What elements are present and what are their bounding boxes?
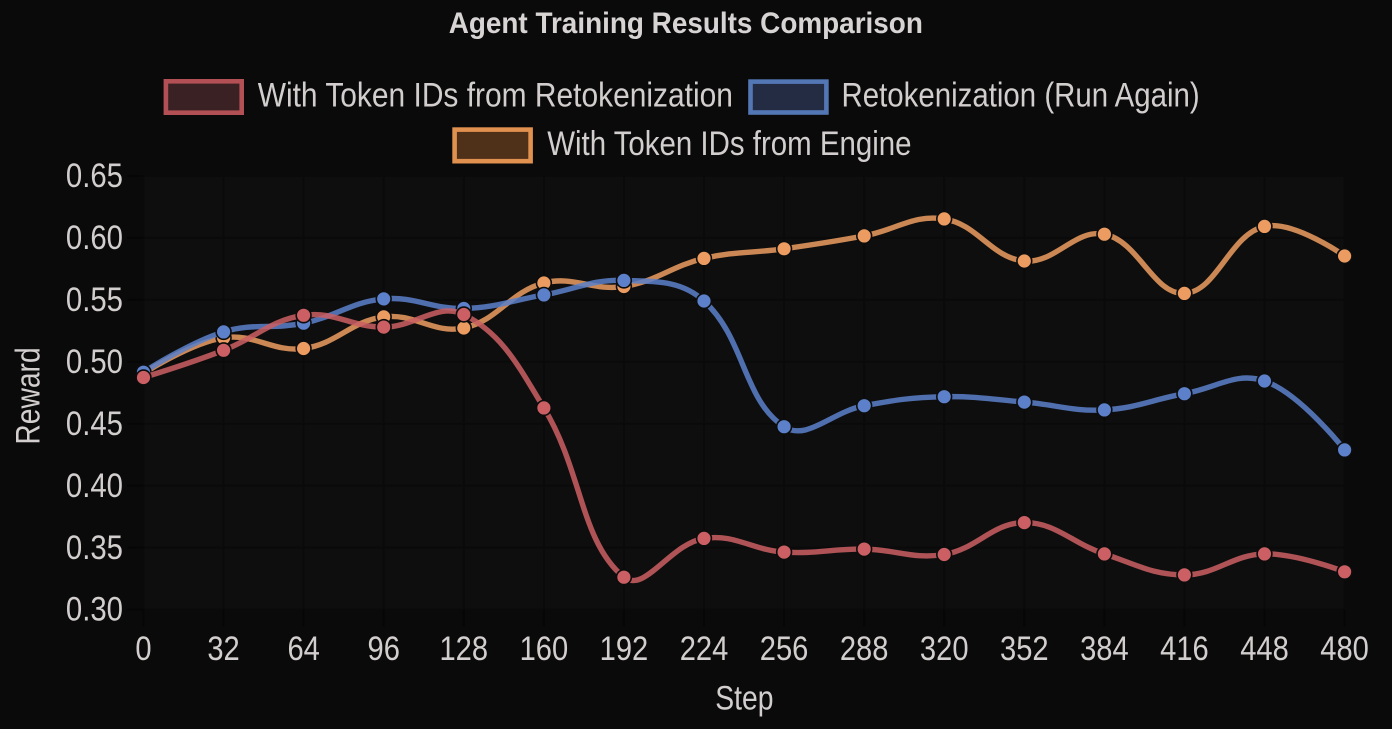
svg-text:0.55: 0.55 xyxy=(66,281,123,319)
svg-text:352: 352 xyxy=(1000,630,1049,668)
svg-text:With Token IDs from Engine: With Token IDs from Engine xyxy=(547,125,911,163)
svg-text:64: 64 xyxy=(287,630,319,668)
svg-text:160: 160 xyxy=(520,630,569,668)
svg-text:416: 416 xyxy=(1160,630,1209,668)
svg-text:192: 192 xyxy=(600,630,649,668)
svg-text:224: 224 xyxy=(680,630,729,668)
svg-text:96: 96 xyxy=(368,630,400,668)
svg-text:0.65: 0.65 xyxy=(66,157,123,195)
svg-text:Step: Step xyxy=(715,680,773,718)
svg-text:0.50: 0.50 xyxy=(66,343,123,381)
svg-text:0.30: 0.30 xyxy=(66,591,123,629)
svg-text:Reward: Reward xyxy=(10,347,48,444)
svg-text:480: 480 xyxy=(1320,630,1369,668)
svg-text:0: 0 xyxy=(135,630,151,668)
svg-text:288: 288 xyxy=(840,630,889,668)
svg-text:256: 256 xyxy=(760,630,809,668)
svg-text:0.60: 0.60 xyxy=(66,219,123,257)
svg-text:Agent Training Results Compari: Agent Training Results Comparison xyxy=(449,7,923,40)
svg-text:448: 448 xyxy=(1240,630,1289,668)
svg-text:Retokenization (Run Again): Retokenization (Run Again) xyxy=(842,76,1200,114)
svg-text:32: 32 xyxy=(207,630,239,668)
svg-text:384: 384 xyxy=(1080,630,1129,668)
svg-text:320: 320 xyxy=(920,630,969,668)
svg-text:0.45: 0.45 xyxy=(66,405,123,443)
svg-text:128: 128 xyxy=(439,630,488,668)
svg-text:0.35: 0.35 xyxy=(66,529,123,567)
svg-text:With Token IDs from Retokeniza: With Token IDs from Retokenization xyxy=(258,76,733,114)
svg-text:0.40: 0.40 xyxy=(66,467,123,505)
